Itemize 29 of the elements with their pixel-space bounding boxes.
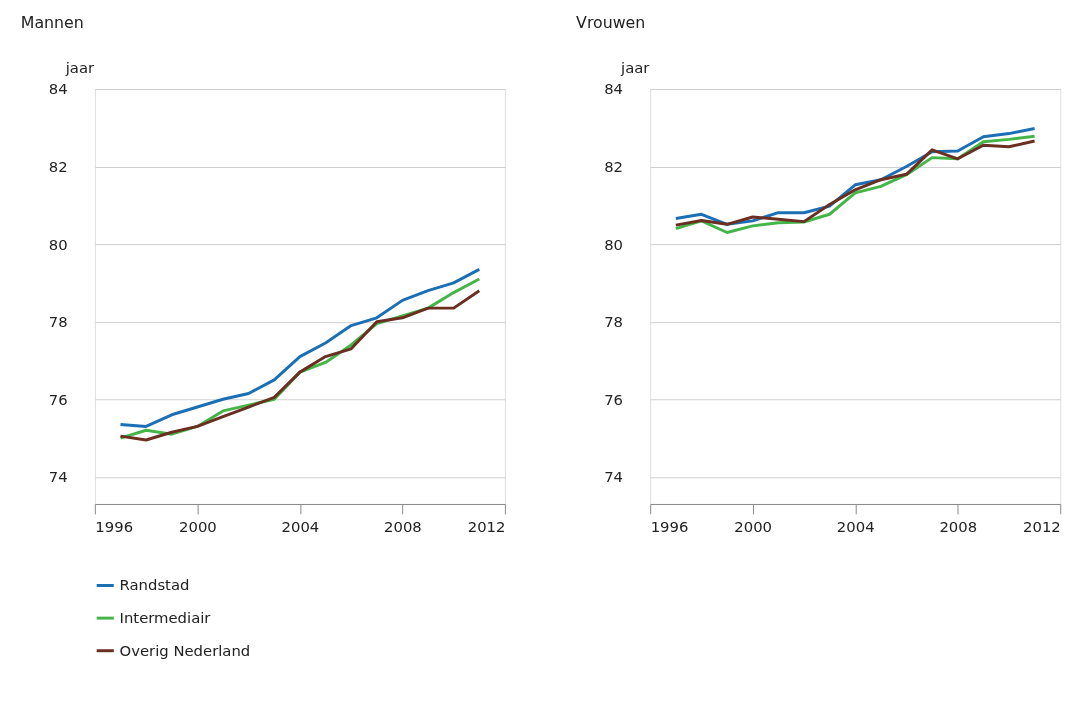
x-tick-label: 2008 — [939, 518, 978, 536]
y-tick-label: 84 — [48, 80, 68, 98]
y-axis-title: jaar — [620, 58, 651, 76]
y-tick-label: 84 — [604, 80, 624, 98]
y-tick-label: 76 — [48, 390, 68, 408]
x-tick-label: 2000 — [734, 518, 773, 536]
y-axis-title: jaar — [64, 58, 95, 76]
y-tick-label: 74 — [604, 468, 624, 486]
x-tick-label: 2004 — [836, 518, 875, 536]
chart-title: Mannen — [20, 12, 84, 32]
legend-label: Intermediair — [119, 609, 212, 627]
y-tick-label: 78 — [48, 313, 68, 331]
legend-label: Randstad — [119, 576, 190, 594]
x-tick-label: 2012 — [467, 518, 506, 536]
y-tick-label: 74 — [48, 468, 68, 486]
x-tick-label: 1996 — [95, 518, 134, 536]
y-tick-label: 80 — [48, 235, 68, 253]
y-tick-label: 76 — [604, 390, 624, 408]
x-tick-label: 2008 — [384, 518, 422, 536]
x-tick-label: 2012 — [1023, 518, 1061, 536]
y-tick-label: 82 — [604, 157, 624, 175]
chart-title: Vrouwen — [576, 12, 646, 32]
x-tick-label: 2000 — [179, 518, 217, 536]
y-tick-label: 80 — [604, 235, 624, 253]
y-tick-label: 78 — [604, 313, 624, 331]
legend-label: Overig Nederland — [119, 641, 251, 659]
x-tick-label: 1996 — [650, 518, 689, 536]
y-tick-label: 82 — [48, 157, 68, 175]
x-tick-label: 2004 — [281, 518, 320, 536]
